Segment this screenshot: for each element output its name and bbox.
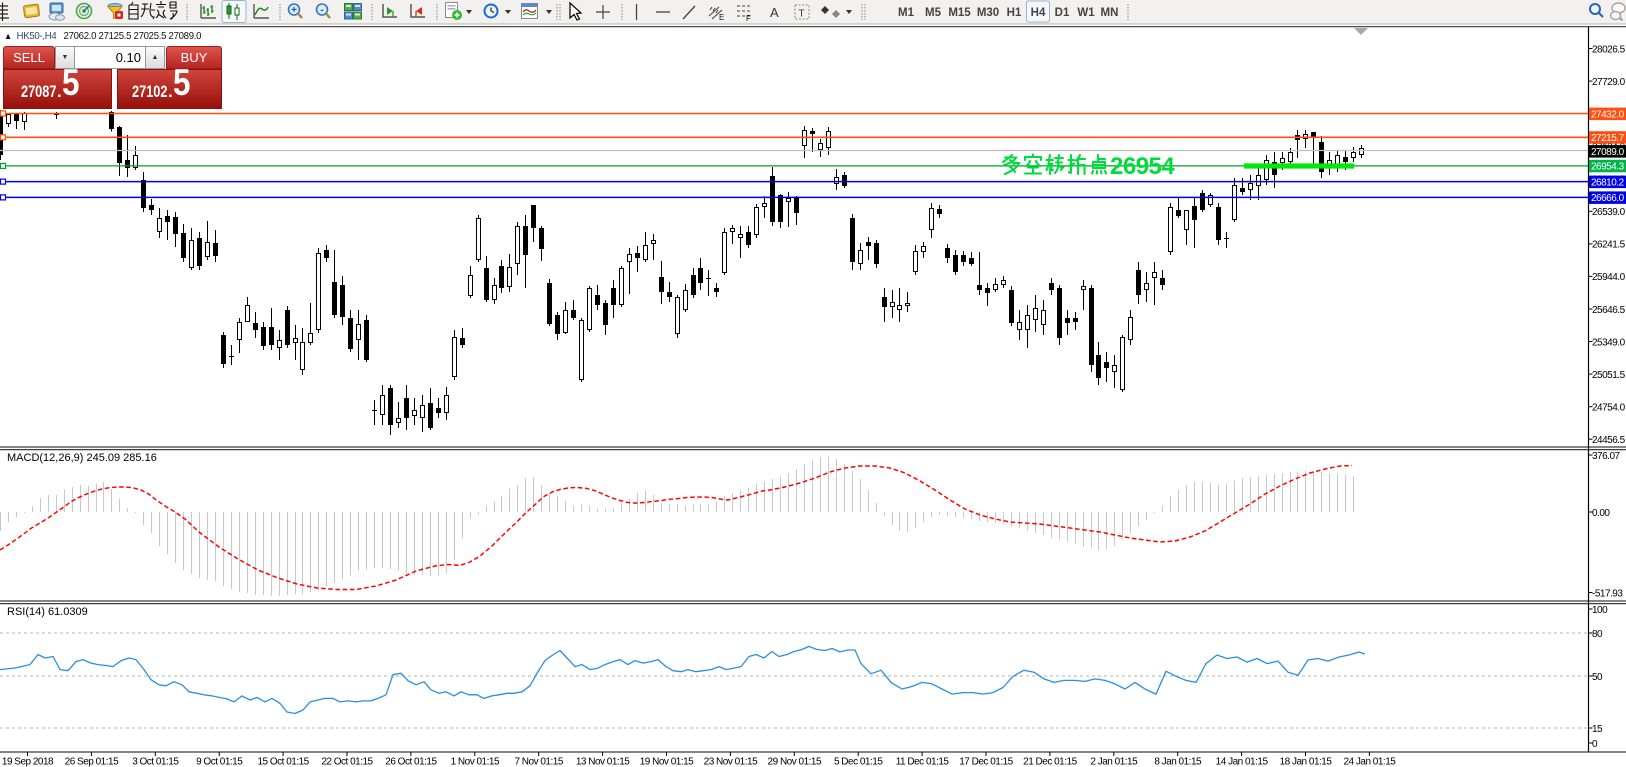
svg-text:D1: D1 [1055,7,1070,19]
svg-text:26241.5: 26241.5 [1592,240,1626,251]
svg-text:0.00: 0.00 [1592,508,1610,519]
svg-text:26954: 26954 [1110,153,1175,180]
svg-text:-517.93: -517.93 [1592,588,1623,599]
svg-text:80: 80 [1592,629,1603,640]
svg-text:8 Jan 01:15: 8 Jan 01:15 [1154,757,1202,767]
svg-text:2 Jan 01:15: 2 Jan 01:15 [1090,757,1138,767]
svg-text:23 Nov 01:15: 23 Nov 01:15 [704,757,758,767]
svg-text:22 Oct 01:15: 22 Oct 01:15 [321,757,373,767]
svg-text:26539.0: 26539.0 [1592,207,1626,218]
svg-text:21 Dec 01:15: 21 Dec 01:15 [1023,757,1077,767]
svg-text:W1: W1 [1077,7,1095,19]
svg-text:F: F [746,14,751,23]
svg-text:E: E [719,13,724,22]
svg-text:15: 15 [1592,724,1603,735]
svg-text:26666.0: 26666.0 [1591,193,1625,204]
svg-text:-: - [320,5,323,16]
svg-text:100: 100 [1592,605,1608,616]
svg-text:T: T [799,9,805,20]
svg-text:25646.5: 25646.5 [1592,305,1626,316]
svg-text:25944.0: 25944.0 [1592,272,1626,283]
svg-text:5 Dec 01:15: 5 Dec 01:15 [834,757,883,767]
svg-text:50: 50 [1592,672,1603,683]
svg-text:M1: M1 [898,7,915,19]
svg-text:28026.5: 28026.5 [1592,44,1626,55]
svg-text:H1: H1 [1007,7,1022,19]
svg-text:25051.5: 25051.5 [1592,370,1626,381]
svg-text:27215.7: 27215.7 [1591,133,1625,144]
svg-text:RSI(14) 61.0309: RSI(14) 61.0309 [7,606,88,618]
svg-text:26810.2: 26810.2 [1591,177,1625,188]
svg-text:18 Jan 01:15: 18 Jan 01:15 [1280,757,1333,767]
svg-text:24456.5: 24456.5 [1592,435,1626,446]
svg-text:H4: H4 [1031,7,1046,19]
svg-text:M15: M15 [948,7,971,19]
svg-text:26954.3: 26954.3 [1591,162,1625,173]
svg-text:24 Jan 01:15: 24 Jan 01:15 [1343,757,1396,767]
svg-text:14 Jan 01:15: 14 Jan 01:15 [1216,757,1269,767]
svg-text:27089.0: 27089.0 [1591,147,1625,158]
svg-text:M30: M30 [977,7,999,19]
svg-text:26 Sep 01:15: 26 Sep 01:15 [65,757,119,767]
svg-text:27729.0: 27729.0 [1592,77,1626,88]
svg-text:3 Oct 01:15: 3 Oct 01:15 [132,757,179,767]
svg-text:7 Nov 01:15: 7 Nov 01:15 [514,757,563,767]
svg-text:19 Nov 01:15: 19 Nov 01:15 [640,757,694,767]
svg-text:27432.0: 27432.0 [1591,109,1625,120]
svg-text:0: 0 [1592,739,1598,750]
svg-text:29 Nov 01:15: 29 Nov 01:15 [768,757,822,767]
svg-text:26 Oct 01:15: 26 Oct 01:15 [385,757,437,767]
svg-text:25349.0: 25349.0 [1592,337,1626,348]
svg-text:MN: MN [1101,7,1119,19]
svg-text:13 Nov 01:15: 13 Nov 01:15 [576,757,630,767]
svg-text:A: A [770,5,779,20]
svg-text:376.07: 376.07 [1592,451,1621,462]
svg-text:17 Dec 01:15: 17 Dec 01:15 [959,757,1013,767]
svg-text:M5: M5 [925,7,942,19]
svg-text:9 Oct 01:15: 9 Oct 01:15 [196,757,243,767]
svg-text:+: + [291,5,297,16]
svg-text:MACD(12,26,9) 245.09 285.16: MACD(12,26,9) 245.09 285.16 [7,452,157,464]
svg-text:11 Dec 01:15: 11 Dec 01:15 [896,757,950,767]
svg-text:19 Sep 2018: 19 Sep 2018 [2,757,54,767]
svg-text:15 Oct 01:15: 15 Oct 01:15 [257,757,309,767]
svg-text:24754.0: 24754.0 [1592,403,1626,414]
svg-text:1 Nov 01:15: 1 Nov 01:15 [451,757,500,767]
